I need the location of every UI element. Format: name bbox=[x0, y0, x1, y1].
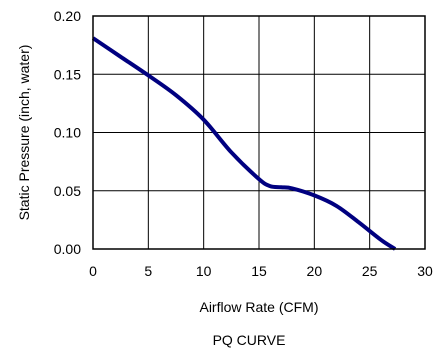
y-tick-label: 0.05 bbox=[54, 183, 81, 199]
x-tick-label: 15 bbox=[251, 263, 267, 279]
y-tick-label: 0.10 bbox=[54, 125, 81, 141]
plot-frame bbox=[92, 15, 426, 250]
x-tick-label: 5 bbox=[144, 263, 152, 279]
chart-title: PQ CURVE bbox=[213, 332, 286, 348]
tick-labels: 0 5 10 15 20 25 30 0.00 0.05 0.10 0.15 0.20 bbox=[54, 8, 433, 279]
x-tick-label: 0 bbox=[89, 263, 97, 279]
x-axis-title: Airflow Rate (CFM) bbox=[199, 299, 318, 315]
y-tick-label: 0.00 bbox=[54, 241, 81, 257]
y-tick-label: 0.15 bbox=[54, 66, 81, 82]
series-layer bbox=[91, 36, 397, 251]
y-axis-title: Static Pressure (inch, water) bbox=[16, 45, 32, 221]
x-tick-label: 10 bbox=[196, 263, 212, 279]
x-tick-label: 20 bbox=[307, 263, 323, 279]
x-tick-label: 25 bbox=[362, 263, 378, 279]
x-tick-label: 30 bbox=[417, 263, 433, 279]
pq-curve-line bbox=[91, 36, 397, 251]
y-tick-label: 0.20 bbox=[54, 8, 81, 24]
